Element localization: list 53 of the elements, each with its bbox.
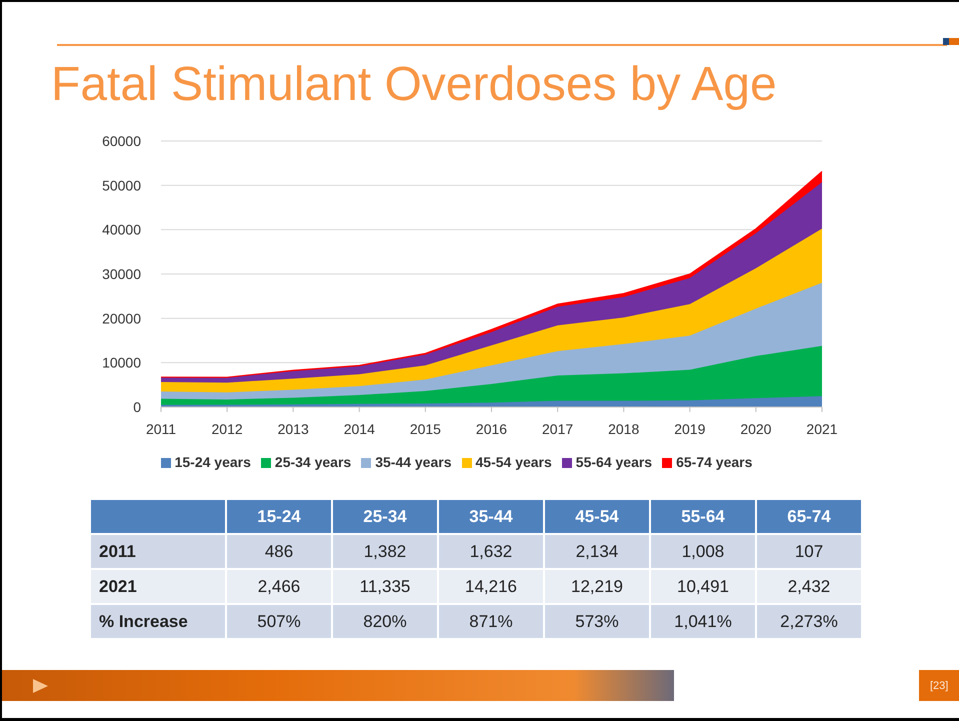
text: 2,432 xyxy=(756,569,862,604)
text: 1,632 xyxy=(438,534,544,569)
y-tick-label: 30000 xyxy=(102,266,142,282)
x-tick-label: 2014 xyxy=(344,420,376,437)
x-tick-label: 2021 xyxy=(806,420,838,437)
x-tick-label: 2015 xyxy=(410,420,442,437)
text: 14,216 xyxy=(438,569,544,604)
text: 15-24 xyxy=(226,499,332,534)
x-tick-label: 2018 xyxy=(608,420,640,437)
x-tick-label: 2019 xyxy=(674,420,706,437)
x-tick-label: 2011 xyxy=(146,420,176,437)
y-tick-label: 40000 xyxy=(102,222,142,238)
text: % Increase xyxy=(90,604,226,639)
legend-label: 55-64 years xyxy=(576,454,652,470)
y-tick-label: 20000 xyxy=(102,310,142,326)
text: 12,219 xyxy=(544,569,650,604)
text: 25-34 xyxy=(332,499,438,534)
legend-label: 35-44 years xyxy=(375,454,452,470)
text: 65-74 xyxy=(756,499,862,534)
text: 2011 xyxy=(90,534,226,569)
y-tick-label: 10000 xyxy=(102,354,142,371)
text: 573% xyxy=(544,604,650,639)
y-tick-label: 60000 xyxy=(102,132,142,149)
text: 1,008 xyxy=(650,534,756,569)
text: 107 xyxy=(756,534,862,569)
x-tick-label: 2017 xyxy=(542,420,574,437)
text: 486 xyxy=(226,534,332,569)
chart-title: Fatal Stimulant Overdoses by Age xyxy=(51,58,777,112)
legend-label: 65-74 years xyxy=(676,454,752,470)
text: 11,335 xyxy=(332,569,438,604)
text: [23] xyxy=(930,680,948,692)
text: 1,041% xyxy=(650,604,756,639)
legend-label: 45-54 years xyxy=(476,454,552,470)
text: 1,382 xyxy=(332,534,438,569)
text: 2,134 xyxy=(544,534,650,569)
x-tick-label: 2013 xyxy=(278,420,309,437)
text: 55-64 xyxy=(650,499,756,534)
text: 45-54 xyxy=(544,499,650,534)
x-tick-label: 2020 xyxy=(740,420,772,437)
text: 10,491 xyxy=(650,569,756,604)
x-tick-label: 2012 xyxy=(212,420,243,437)
legend-label: 15-24 years xyxy=(174,454,251,470)
text: 871% xyxy=(438,604,544,639)
text: 2,273% xyxy=(756,604,862,639)
y-tick-label: 50000 xyxy=(102,177,142,194)
text: 507% xyxy=(226,604,332,639)
text: 820% xyxy=(332,604,438,639)
text: 2,466 xyxy=(226,569,332,604)
text: 35-44 xyxy=(438,499,544,534)
y-tick-label: 0 xyxy=(133,398,142,415)
legend-label: 25-34 years xyxy=(274,454,352,470)
x-tick-label: 2016 xyxy=(476,420,508,437)
text: 2021 xyxy=(90,569,226,604)
